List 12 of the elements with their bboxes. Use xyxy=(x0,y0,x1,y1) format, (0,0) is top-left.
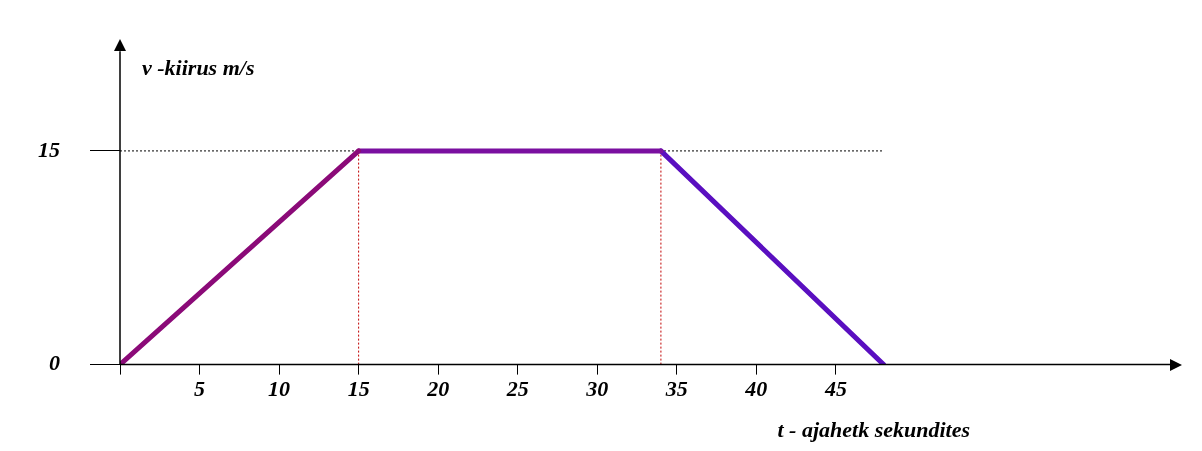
y-axis-title: v -kiirus m/s xyxy=(142,55,255,81)
x-tick-label: 40 xyxy=(744,376,768,402)
y-tick-label: 0 xyxy=(49,350,60,376)
x-tick-label: 5 xyxy=(194,376,206,402)
x-tick-label: 10 xyxy=(268,376,291,402)
x-tick-label: 35 xyxy=(664,376,688,402)
x-tick-label: 45 xyxy=(823,376,847,402)
x-tick-label: 15 xyxy=(347,376,370,402)
x-tick-label: 30 xyxy=(585,376,609,402)
x-axis-title: t - ajahetk sekundites xyxy=(777,416,970,442)
x-tick-label: 20 xyxy=(426,376,450,402)
x-tick-label: 25 xyxy=(505,376,529,402)
